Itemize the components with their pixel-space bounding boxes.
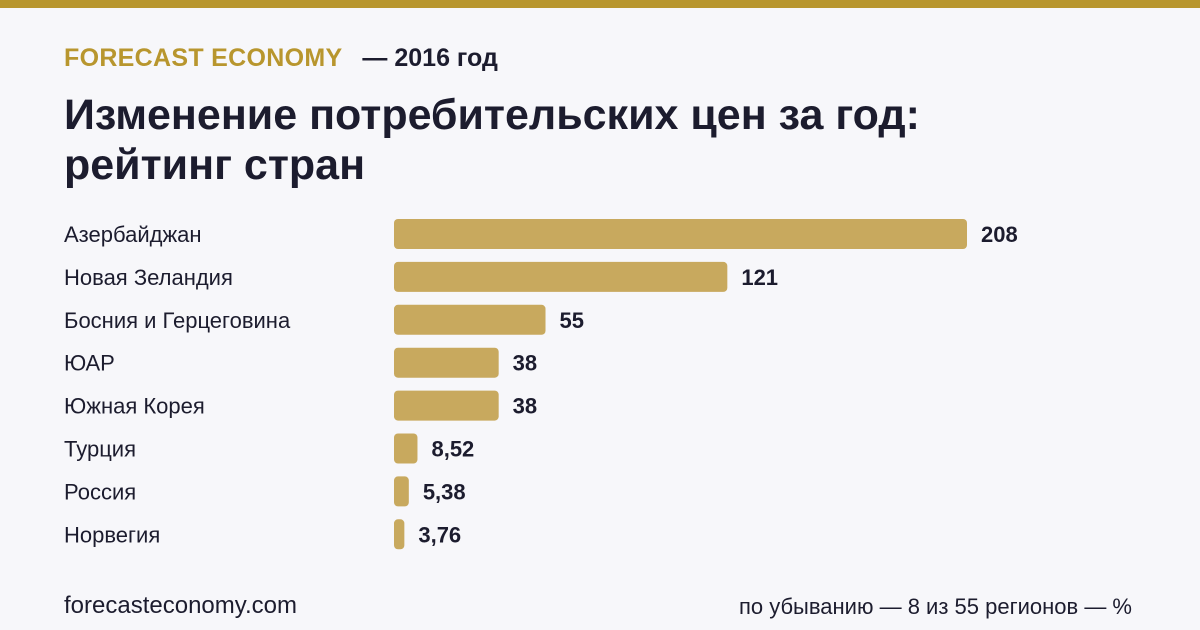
bar bbox=[394, 433, 418, 464]
top-accent-bar bbox=[0, 0, 1200, 8]
brand-label: FORECAST ECONOMY bbox=[64, 44, 343, 72]
value-label: 38 bbox=[513, 394, 537, 419]
value-label: 5,38 bbox=[423, 479, 466, 504]
chart-title: Изменение потребительских цен за год: ре… bbox=[64, 91, 920, 189]
category-label: Норвегия bbox=[64, 522, 160, 547]
bar bbox=[394, 219, 967, 249]
category-label: ЮАР bbox=[64, 351, 115, 376]
bar bbox=[394, 390, 499, 421]
value-label: 3,76 bbox=[418, 522, 461, 547]
category-label: Южная Корея bbox=[64, 394, 205, 419]
bar bbox=[394, 261, 728, 292]
category-label: Босния и Герцеговина bbox=[64, 308, 291, 333]
footer-note: по убыванию — 8 из 55 регионов — % bbox=[738, 594, 1132, 619]
header-subtitle: — 2016 год bbox=[362, 44, 498, 72]
footer-source: forecasteconomy.com bbox=[64, 592, 297, 619]
value-label: 38 bbox=[513, 351, 537, 376]
value-label: 121 bbox=[741, 265, 778, 290]
value-label: 8,52 bbox=[431, 437, 474, 462]
bar bbox=[394, 519, 405, 550]
bar bbox=[394, 476, 409, 507]
bar bbox=[394, 304, 546, 335]
header: FORECAST ECONOMY — 2016 год bbox=[64, 44, 498, 73]
value-label: 208 bbox=[981, 222, 1018, 247]
category-label: Новая Зеландия bbox=[64, 265, 233, 290]
category-label: Россия bbox=[64, 479, 136, 504]
category-label: Турция bbox=[64, 437, 136, 462]
value-label: 55 bbox=[560, 308, 584, 333]
bar bbox=[394, 347, 499, 378]
category-label: Азербайджан bbox=[64, 222, 202, 247]
